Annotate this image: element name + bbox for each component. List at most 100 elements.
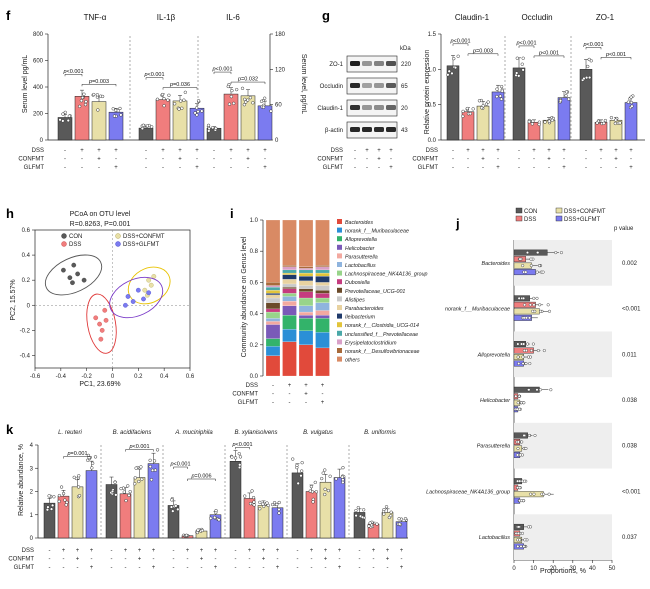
j-dot bbox=[517, 525, 521, 529]
pcoa-legend-marker bbox=[115, 233, 121, 239]
k-dot bbox=[238, 455, 243, 459]
g-dot bbox=[450, 71, 454, 76]
j-dot bbox=[547, 309, 551, 313]
k-row-sign: - bbox=[111, 557, 113, 563]
panel-k: k Relative abundance, % 0 1 2 3 4 L. reuteri p… bbox=[6, 422, 409, 571]
k-dot bbox=[87, 455, 91, 460]
i-row-sign: - bbox=[272, 383, 274, 389]
j-xtick-label: 50 bbox=[609, 566, 616, 572]
k-panel-title: L. reuteri bbox=[58, 430, 82, 436]
pcoa-point bbox=[70, 280, 75, 286]
j-pvalue: 0.038 bbox=[622, 444, 638, 450]
pcoa-point bbox=[81, 277, 87, 283]
g-pvalue-symbol: p bbox=[449, 38, 453, 44]
j-dot bbox=[523, 538, 527, 542]
f-row-sign: + bbox=[97, 148, 101, 154]
blot-band bbox=[362, 127, 372, 132]
f-dot bbox=[162, 104, 166, 108]
f-dot bbox=[63, 110, 67, 115]
k-row-sign: - bbox=[173, 565, 175, 571]
j-legend-label: DSS bbox=[524, 217, 536, 223]
f-row-sign: + bbox=[195, 148, 199, 154]
k-panel-title: B. acidifaciens bbox=[113, 430, 152, 436]
j-dot bbox=[529, 264, 533, 268]
g-row-sign: + bbox=[496, 165, 500, 171]
g-row-sign: - bbox=[518, 165, 520, 171]
f-dot bbox=[196, 109, 200, 114]
g-dot bbox=[550, 118, 554, 122]
g-row-label: DSS bbox=[426, 148, 438, 154]
panel-g-group-rows: DSS - + + + - + + + - + + + CONFMT - - + - - - + - - - + - GLFMT - -… bbox=[412, 148, 633, 171]
g-dot bbox=[530, 122, 534, 126]
j-dot bbox=[536, 349, 540, 353]
k-dot bbox=[124, 498, 128, 503]
pcoa-point bbox=[141, 296, 146, 302]
i-legend-swatch bbox=[337, 287, 342, 293]
i-legend-swatch bbox=[337, 262, 342, 267]
g-row-sign: - bbox=[452, 148, 454, 154]
g-dot bbox=[588, 75, 592, 80]
k-dot bbox=[309, 484, 314, 489]
i-stack-segment bbox=[315, 318, 330, 333]
k-row-sign: - bbox=[373, 565, 375, 571]
j-dot bbox=[527, 433, 531, 437]
g-pvalue-symbol: p bbox=[582, 42, 586, 48]
pcoa-ytick-label: -0.2 bbox=[20, 328, 31, 334]
i-stack-segment bbox=[298, 219, 314, 267]
k-dot bbox=[265, 501, 269, 505]
pcoa-xlabel: PC1, 23.69% bbox=[79, 381, 120, 388]
g-tick-label: 1.0 bbox=[428, 67, 437, 73]
k-dot bbox=[77, 494, 82, 498]
f-pvalue-symbol: p bbox=[211, 67, 215, 73]
k-row-sign: - bbox=[49, 557, 51, 563]
j-xtick-label: 30 bbox=[569, 566, 576, 572]
f-pvalue-symbol: p bbox=[169, 82, 173, 88]
k-panel-title: A. muciniphila bbox=[174, 430, 213, 436]
k-dot bbox=[150, 468, 155, 472]
k-row-sign: + bbox=[262, 557, 266, 563]
k-row-sign: - bbox=[311, 557, 313, 563]
j-taxon-label: Lachnospiraceae_NK4A136_group bbox=[426, 489, 510, 495]
k-row-sign: - bbox=[235, 565, 237, 571]
k-row-sign: - bbox=[63, 565, 65, 571]
i-legend-label: others bbox=[345, 358, 360, 364]
k-dot bbox=[77, 474, 81, 478]
f-right-tick-label: 180 bbox=[275, 32, 286, 38]
western-blot: ZO-1 220 Occludin 65 Claudin-1 20 β-actin 43 DSS… bbox=[317, 55, 412, 171]
pcoa-ytick-label: 0.6 bbox=[22, 228, 31, 234]
g-row-sign: - bbox=[630, 157, 632, 163]
k-row-sign: - bbox=[49, 565, 51, 571]
j-dot bbox=[515, 453, 519, 457]
f-dot bbox=[240, 86, 245, 90]
i-row-sign: + bbox=[288, 383, 292, 389]
panel-i: i Community abundance on Genus level 0.0… bbox=[230, 206, 428, 406]
f-dot bbox=[179, 99, 183, 103]
k-dot bbox=[171, 509, 175, 513]
blot-row-label: Occludin bbox=[320, 84, 343, 90]
g-dot bbox=[498, 94, 502, 98]
f-dot bbox=[166, 98, 170, 102]
i-stack-segment bbox=[298, 272, 314, 277]
k-dot bbox=[90, 466, 94, 470]
k-row-sign: + bbox=[324, 548, 328, 554]
panel-f-title-2: IL-6 bbox=[226, 13, 240, 22]
i-legend-label: Prevotellaceae_UCG-001 bbox=[345, 289, 405, 295]
j-dot bbox=[527, 388, 531, 392]
f-row-sign: + bbox=[195, 165, 199, 171]
i-legend-label: Ileibacterium bbox=[345, 315, 376, 321]
f-row-sign: + bbox=[80, 148, 84, 154]
k-dot bbox=[170, 498, 174, 502]
g-row-sign: - bbox=[533, 165, 535, 171]
g-blot-row-label: GLFMT bbox=[323, 165, 344, 171]
k-row-sign: + bbox=[276, 565, 280, 571]
i-stack-segment bbox=[282, 265, 297, 267]
k-row-sign: - bbox=[297, 548, 299, 554]
i-tick-label: 0.8 bbox=[250, 249, 259, 255]
i-legend-label: norank_f__Desulfovibrionaceae bbox=[345, 349, 420, 355]
k-dot bbox=[296, 481, 300, 485]
j-dot bbox=[516, 355, 520, 359]
i-tick-label: 0.2 bbox=[250, 343, 259, 349]
g-dot bbox=[564, 90, 569, 94]
k-dot bbox=[217, 518, 221, 522]
